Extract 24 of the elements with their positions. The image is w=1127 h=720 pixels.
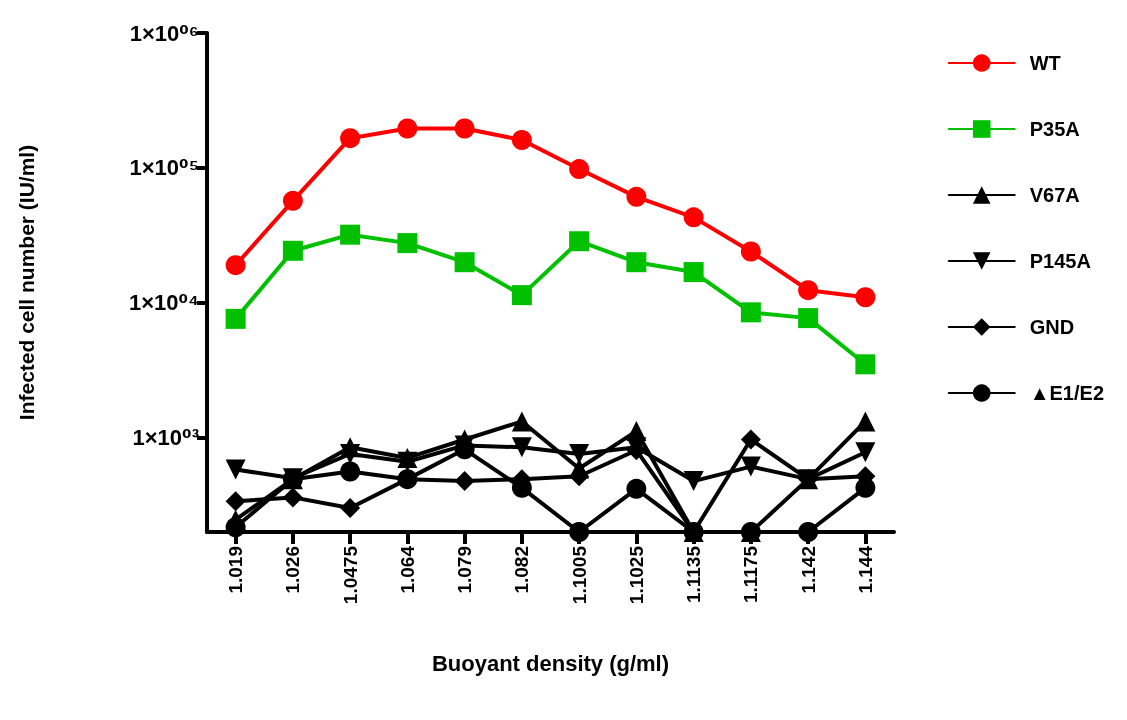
legend-label: ▲E1/E2 [1029,382,1104,404]
legend-label: GND [1029,316,1075,338]
y-tick-label: 1×10⁰⁴ [128,290,199,316]
y-axis-title: Infected cell number (IU/ml) [15,144,38,421]
legend-label: V67A [1029,184,1080,206]
x-tick-label: 1.1175 [740,545,762,604]
x-tick-label: 1.079 [454,546,476,594]
legend-label: P35A [1029,118,1080,140]
x-tick-label: 1.1005 [568,545,590,605]
x-tick-label: 1.082 [511,546,533,594]
x-tick-label: 1.142 [797,546,819,594]
legend-label: WT [1029,52,1061,74]
x-tick-label: 1.0475 [339,545,361,605]
x-tick-label: 1.026 [282,546,304,594]
y-tick-label: 1×10⁰⁶ [129,20,199,46]
y-tick-label: 1×10⁰³ [132,425,199,451]
x-tick-label: 1.1135 [683,545,705,604]
x-axis-title: Buoyant density (g/ml) [431,650,670,676]
x-tick-label: 1.144 [854,545,876,594]
legend-label: P145A [1029,250,1091,272]
x-tick-label: 1.019 [225,546,247,594]
x-tick-label: 1.064 [396,545,418,594]
y-tick-label: 1×10⁰⁵ [129,155,199,181]
x-tick-label: 1.1025 [625,545,647,605]
